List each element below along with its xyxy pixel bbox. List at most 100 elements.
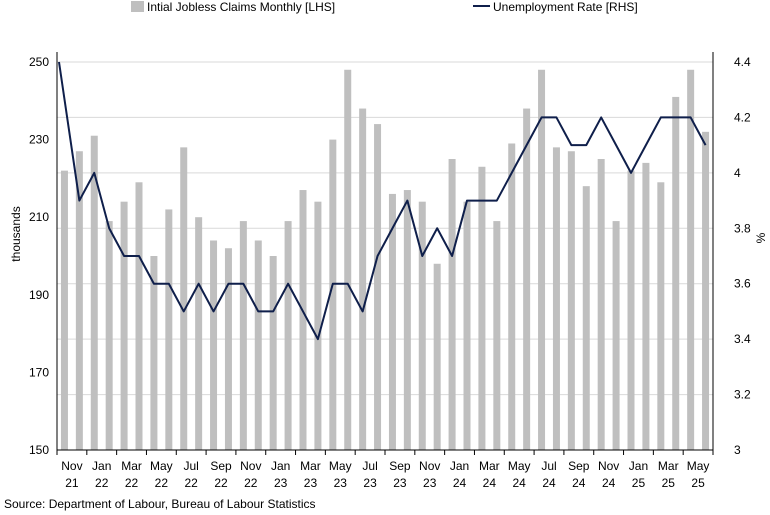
axes: [56, 52, 714, 455]
x-tick-label-year: 22: [185, 476, 199, 490]
bar: [627, 170, 635, 450]
bar: [239, 221, 247, 450]
bar: [642, 162, 650, 450]
bar: [597, 159, 605, 450]
x-tick-label-month: May: [687, 459, 710, 473]
x-tick-label-month: Mar: [300, 459, 321, 473]
x-tick-label-year: 25: [662, 476, 676, 490]
bar: [120, 201, 128, 450]
x-tick-label-month: May: [150, 459, 173, 473]
right-y-tick-label: 4: [734, 166, 741, 180]
right-y-ticks: 3 3.2 3.4 3.6 3.8 4 4.2 4.4: [734, 55, 751, 457]
bar: [672, 96, 680, 451]
x-tick-label-month: May: [329, 459, 352, 473]
unemployment-rate-line: [58, 61, 707, 341]
x-tick-label-month: Jul: [184, 459, 199, 473]
x-tick-label-month: Jan: [92, 459, 111, 473]
legend-bar-label: Intial Jobless Claims Monthly [LHS]: [147, 0, 335, 14]
x-tick-label-year: 24: [542, 476, 556, 490]
x-tick-label-year: 23: [393, 476, 407, 490]
x-tick-label-month: Nov: [598, 459, 619, 473]
x-tick-label-year: 23: [423, 476, 437, 490]
left-y-tick-label: 210: [29, 210, 49, 224]
x-tick-label-month: Jan: [271, 459, 290, 473]
x-tick-label-year: 23: [363, 476, 377, 490]
bar: [612, 221, 620, 450]
x-tick-label-year: 24: [513, 476, 527, 490]
bar: [508, 143, 516, 451]
bar: [403, 190, 411, 451]
x-tick-label-month: Mar: [658, 459, 679, 473]
legend-line-label: Unemployment Rate [RHS]: [493, 0, 638, 14]
bar: [523, 108, 531, 450]
left-y-axis-title: thousands: [9, 206, 23, 261]
bar: [195, 217, 203, 450]
bar: [60, 170, 68, 450]
bar: [150, 256, 158, 450]
bar: [478, 166, 486, 450]
x-tick-label-month: May: [508, 459, 531, 473]
bar: [254, 240, 262, 450]
bar: [463, 201, 471, 450]
x-tick-label-year: 23: [274, 476, 288, 490]
x-tick-label-month: Jan: [450, 459, 469, 473]
bar: [448, 159, 456, 450]
bar: [567, 151, 575, 451]
x-tick-label-year: 22: [125, 476, 139, 490]
line-series: [58, 61, 707, 341]
left-y-tick-label: 230: [29, 133, 49, 147]
bar: [314, 201, 322, 450]
x-tick-label-year: 24: [483, 476, 497, 490]
x-tick-label-year: 24: [572, 476, 586, 490]
bar: [433, 263, 441, 450]
right-y-tick-label: 3.4: [734, 332, 751, 346]
x-tick-label-year: 22: [95, 476, 109, 490]
bar: [299, 190, 307, 451]
x-tick-label-month: Nov: [419, 459, 440, 473]
bar: [284, 221, 292, 450]
bar: [388, 193, 396, 451]
legend: Intial Jobless Claims Monthly [LHS] Unem…: [131, 0, 638, 14]
left-y-tick-label: 150: [29, 443, 49, 457]
bar: [105, 221, 113, 450]
bar: [538, 69, 546, 450]
x-tick-label-month: Nov: [61, 459, 82, 473]
right-y-tick-label: 3.8: [734, 221, 751, 235]
x-tick-label-month: Sep: [210, 459, 232, 473]
bar: [90, 135, 98, 450]
x-tick-label-month: Jul: [541, 459, 556, 473]
bar: [165, 209, 173, 450]
x-tick-label-year: 22: [155, 476, 169, 490]
bar: [135, 182, 143, 450]
right-y-tick-label: 3: [734, 443, 741, 457]
left-y-tick-label: 250: [29, 55, 49, 69]
x-tick-label-year: 24: [602, 476, 616, 490]
right-y-tick-label: 4.2: [734, 110, 751, 124]
x-tick-label-year: 21: [65, 476, 79, 490]
x-tick-label-year: 24: [453, 476, 467, 490]
right-y-tick-label: 3.6: [734, 277, 751, 291]
x-tick-label-year: 22: [244, 476, 258, 490]
x-tick-label-year: 23: [334, 476, 348, 490]
right-y-tick-label: 4.4: [734, 55, 751, 69]
x-tick-label-year: 25: [632, 476, 646, 490]
bar: [344, 69, 352, 450]
x-tick-label-month: Jan: [629, 459, 648, 473]
x-ticks: Nov 21 Jan 22 Mar 22 May 22 Jul 22 Sep 22 Nov 22 Jan 23…: [61, 459, 709, 490]
left-y-tick-label: 170: [29, 365, 49, 379]
bar: [702, 131, 710, 450]
left-y-ticks: 150 170 190 210 230 250: [29, 55, 49, 457]
x-tick-label-month: Sep: [568, 459, 590, 473]
x-tick-label-month: Mar: [479, 459, 500, 473]
bar: [552, 147, 560, 451]
x-tick-label-year: 23: [304, 476, 318, 490]
bar: [210, 240, 218, 450]
bar: [180, 147, 188, 451]
x-tick-label-month: Jul: [362, 459, 377, 473]
bar: [224, 248, 232, 450]
x-tick-label-month: Nov: [240, 459, 261, 473]
x-tick-label-month: Sep: [389, 459, 411, 473]
x-tick-label-year: 22: [214, 476, 228, 490]
bar: [269, 256, 277, 450]
source-note: Source: Department of Labour, Bureau of …: [4, 497, 316, 511]
